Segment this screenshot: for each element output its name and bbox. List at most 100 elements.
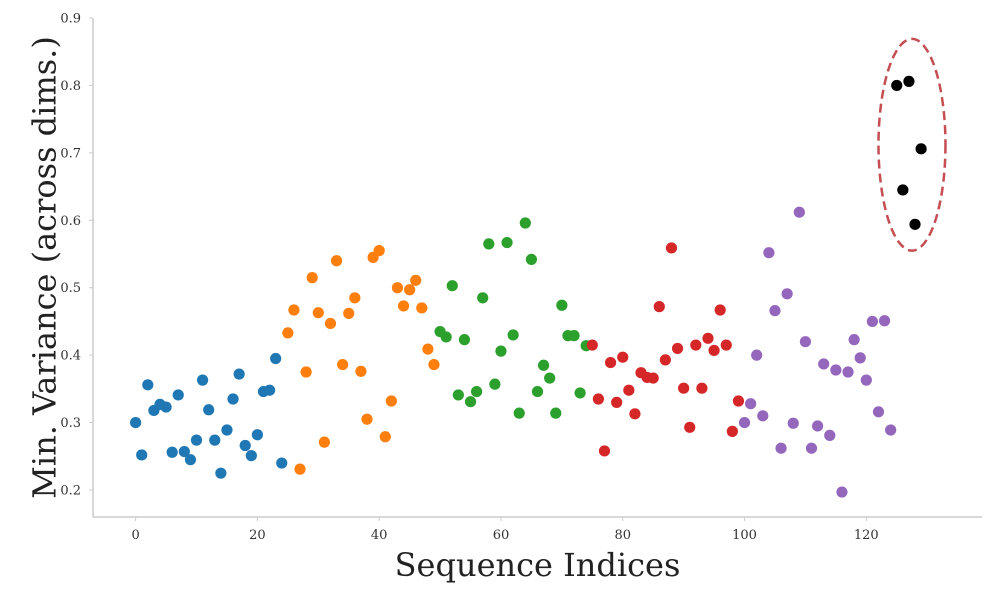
- data-point: [897, 184, 909, 196]
- data-point: [428, 359, 440, 371]
- data-point: [568, 330, 580, 342]
- x-tick-label: 100: [732, 528, 757, 543]
- data-point: [848, 334, 860, 346]
- data-point: [227, 393, 239, 405]
- data-point: [818, 358, 830, 370]
- data-point: [842, 366, 854, 378]
- data-point: [787, 417, 799, 429]
- data-point: [330, 255, 343, 267]
- data-point: [318, 436, 330, 448]
- data-point: [166, 446, 178, 458]
- data-point: [623, 384, 635, 396]
- data-point: [696, 382, 708, 394]
- data-point: [678, 382, 690, 394]
- y-axis-title: Min. Variance (across dims.): [26, 36, 64, 499]
- data-point: [702, 332, 714, 344]
- data-point: [720, 339, 732, 351]
- data-point: [732, 395, 745, 407]
- data-point: [324, 317, 337, 330]
- y-tick-label: 0.6: [60, 214, 81, 229]
- data-point: [282, 327, 294, 339]
- data-point: [239, 439, 251, 452]
- data-point: [349, 292, 361, 304]
- data-point: [337, 359, 349, 371]
- data-point: [824, 429, 836, 442]
- data-point: [178, 445, 190, 458]
- data-point: [355, 365, 367, 377]
- data-point: [221, 424, 233, 436]
- data-point: [477, 292, 489, 304]
- data-point: [781, 288, 793, 300]
- data-point: [300, 366, 312, 378]
- data-point: [592, 393, 604, 405]
- y-tick-label: 0.7: [60, 146, 81, 161]
- data-point: [489, 378, 501, 390]
- data-point: [416, 302, 428, 314]
- data-point: [769, 305, 781, 317]
- data-point: [830, 364, 842, 376]
- data-point: [690, 339, 702, 351]
- data-point: [604, 356, 617, 369]
- data-point: [136, 449, 148, 461]
- data-point: [294, 463, 306, 475]
- data-point: [251, 429, 264, 441]
- highlight-ellipse: [877, 37, 947, 252]
- data-point: [288, 304, 300, 316]
- data-point: [263, 384, 276, 396]
- data-point: [671, 342, 684, 355]
- data-point: [404, 284, 416, 296]
- data-point: [866, 315, 878, 328]
- data-point: [598, 445, 611, 457]
- y-axis-ticks: 0.2 0.3 0.4 0.5 0.6 0.7 0.8 0.9: [60, 12, 93, 499]
- x-tick-label: 0: [131, 528, 139, 543]
- y-tick-label: 0.3: [60, 416, 81, 431]
- data-point: [276, 457, 288, 469]
- data-point: [903, 75, 915, 87]
- data-point: [726, 425, 738, 437]
- data-point: [203, 404, 215, 416]
- x-tick-label: 40: [371, 528, 388, 543]
- data-point: [525, 253, 538, 266]
- data-point: [799, 336, 812, 348]
- data-point: [452, 389, 464, 401]
- y-tick-label: 0.2: [60, 484, 81, 499]
- data-point: [891, 79, 903, 92]
- data-point: [805, 442, 818, 454]
- x-tick-label: 20: [249, 528, 266, 543]
- data-point: [190, 434, 203, 446]
- data-point: [172, 389, 184, 401]
- data-point: [878, 315, 891, 327]
- data-point: [738, 416, 751, 429]
- data-point: [537, 359, 550, 371]
- data-point: [653, 301, 665, 313]
- data-point: [544, 372, 556, 384]
- data-point: [519, 217, 531, 229]
- data-point: [440, 331, 452, 343]
- data-point: [391, 282, 404, 294]
- data-point: [885, 424, 897, 436]
- data-point: [306, 272, 318, 284]
- data-point: [574, 387, 586, 399]
- data-point: [854, 352, 866, 364]
- data-point: [373, 245, 385, 257]
- data-point: [471, 385, 483, 398]
- y-tick-label: 0.4: [60, 349, 81, 364]
- data-point: [860, 374, 872, 386]
- data-point: [507, 329, 519, 341]
- data-point: [215, 467, 227, 479]
- data-point: [343, 307, 355, 319]
- data-point: [379, 431, 391, 443]
- data-point: [617, 351, 629, 363]
- data-point: [872, 406, 885, 418]
- y-tick-label: 0.8: [60, 79, 81, 94]
- data-point: [513, 407, 525, 419]
- x-tick-label: 120: [854, 528, 879, 543]
- data-point: [915, 143, 927, 155]
- data-point: [708, 344, 720, 357]
- data-point: [763, 247, 775, 259]
- data-point: [836, 486, 848, 498]
- data-point: [184, 454, 197, 466]
- data-point: [446, 280, 458, 292]
- data-point: [793, 206, 805, 218]
